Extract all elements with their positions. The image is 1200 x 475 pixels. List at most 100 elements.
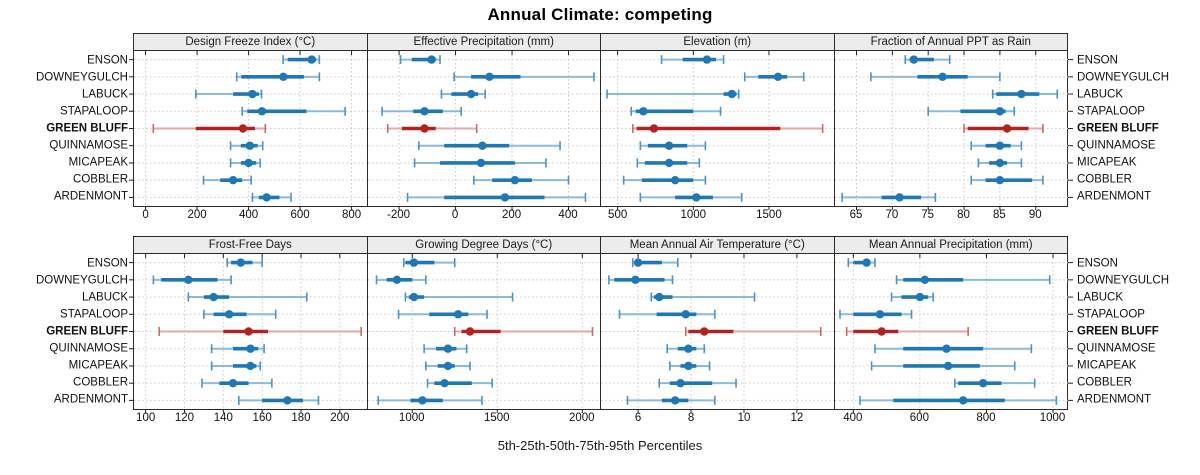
median-dot	[681, 310, 690, 319]
median-dot	[649, 124, 659, 133]
panel-x-axis: 400 600 800 1000	[834, 410, 1069, 429]
median-dot	[248, 89, 257, 99]
median-dot	[466, 89, 475, 99]
x-tick-label: 1500	[756, 209, 782, 221]
median-dot	[500, 193, 509, 202]
panel-plot-area	[366, 51, 601, 210]
site-label-quinnamose: QUINNAMOSE	[49, 139, 128, 152]
median-dot	[465, 327, 474, 336]
site-label-ardenmont: ARDENMONT	[53, 393, 128, 406]
site-label-quinnamose: QUINNAMOSE	[1077, 139, 1156, 152]
x-tick-label: 8	[687, 412, 695, 424]
median-dot	[238, 124, 248, 133]
x-tick-label: 140	[213, 412, 233, 424]
median-dot	[439, 378, 449, 388]
panel-title: Growing Degree Days (°C)	[366, 236, 601, 254]
x-tick-label: 1000	[1039, 412, 1066, 424]
site-label-quinnamose: QUINNAMOSE	[49, 342, 128, 355]
site-labels-left-top: ENSON DOWNEYGULCH LABUCK STAPALOOP GREEN BLU…	[0, 33, 134, 207]
site-label-labuck: LABUCK	[81, 291, 128, 304]
panel-x-axis: 1000 1500 2000	[367, 410, 602, 429]
site-labels-right-bottom: ENSON DOWNEYGULCH LABUCK STAPALOOP GREEN BLU…	[1068, 236, 1200, 410]
median-dot	[209, 292, 218, 302]
site-label-ardenmont: ARDENMONT	[1077, 190, 1152, 203]
panel-plot-area	[129, 51, 368, 210]
panel-effective-precipitation: Effective Precipitation (mm) -200 0 200 400	[366, 33, 601, 226]
site-label-green-bluff: GREEN BLUFF	[1077, 325, 1159, 338]
panel-canvas	[129, 254, 367, 413]
median-dot	[477, 141, 487, 150]
median-dot	[664, 158, 674, 168]
median-dot	[419, 107, 429, 116]
median-dot	[700, 327, 709, 336]
site-label-downeygulch: DOWNEYGULCH	[35, 273, 128, 286]
site-label-enson: ENSON	[87, 256, 128, 269]
x-tick-label: 6	[634, 412, 642, 424]
panel-canvas	[367, 51, 601, 210]
panel-plot-area	[833, 254, 1073, 413]
median-dot	[639, 107, 648, 116]
median-dot	[409, 258, 418, 267]
x-tick-label: 180	[291, 412, 311, 424]
x-tick-label: 400	[238, 209, 259, 221]
site-label-micapeak: MICAPEAK	[68, 156, 128, 169]
median-dot	[684, 344, 693, 353]
panel-title: Mean Annual Precipitation (mm)	[833, 236, 1068, 254]
site-label-micapeak: MICAPEAK	[68, 359, 128, 372]
panel-canvas	[834, 51, 1073, 210]
median-dot	[228, 378, 238, 388]
panel-title: Elevation (m)	[600, 33, 835, 51]
site-label-downeygulch: DOWNEYGULCH	[1077, 70, 1170, 83]
site-label-enson: ENSON	[87, 53, 128, 66]
median-dot	[484, 72, 494, 82]
site-label-green-bluff: GREEN BLUFF	[46, 122, 128, 135]
x-tick-label: 400	[843, 412, 863, 424]
x-tick-label: 2000	[568, 412, 595, 424]
x-tick-label: 500	[608, 209, 628, 221]
median-dot	[655, 292, 664, 302]
site-label-labuck: LABUCK	[1077, 291, 1124, 304]
median-dot	[392, 275, 401, 285]
median-dot	[995, 107, 1004, 116]
median-dot	[453, 310, 462, 319]
median-dot	[664, 141, 674, 150]
site-label-cobbler: COBBLER	[73, 376, 128, 389]
median-dot	[773, 72, 783, 82]
site-labels-left-bottom: ENSON DOWNEYGULCH LABUCK STAPALOOP GREEN BLU…	[0, 236, 134, 410]
median-dot	[244, 158, 253, 168]
panel-title: Design Freeze Index (°C)	[133, 33, 368, 51]
median-dot	[1016, 89, 1026, 99]
median-dot	[262, 193, 271, 202]
median-dot	[184, 275, 193, 285]
x-tick-label: 200	[501, 209, 522, 221]
site-label-green-bluff: GREEN BLUFF	[1077, 122, 1159, 135]
panel-canvas	[367, 254, 601, 413]
median-dot	[915, 292, 924, 302]
site-label-cobbler: COBBLER	[73, 173, 128, 186]
x-tick-label: 90	[1028, 209, 1042, 221]
site-label-enson: ENSON	[1077, 53, 1118, 66]
site-label-enson: ENSON	[1077, 256, 1118, 269]
site-label-micapeak: MICAPEAK	[1077, 359, 1137, 372]
site-label-stapaloop: STAPALOOP	[1077, 308, 1145, 321]
panel-title: Frost-Free Days	[133, 236, 368, 254]
x-tick-label: 65	[849, 209, 863, 221]
x-tick-label: 200	[187, 209, 207, 221]
panel-frost-free-days: Frost-Free Days 100 120 140 160 180 200	[129, 236, 368, 429]
panel-title: Fraction of Annual PPT as Rain	[833, 33, 1068, 51]
x-tick-label: 85	[992, 209, 1006, 221]
median-dot	[692, 193, 701, 202]
median-dot	[727, 89, 737, 99]
median-dot	[510, 175, 519, 185]
median-dot	[279, 72, 288, 82]
x-tick-label: 70	[885, 209, 899, 221]
median-dot	[670, 396, 680, 405]
median-dot	[1002, 124, 1011, 133]
median-dot	[937, 72, 947, 82]
median-dot	[244, 327, 253, 336]
x-tick-label: 800	[341, 209, 362, 221]
site-label-downeygulch: DOWNEYGULCH	[35, 70, 128, 83]
site-label-downeygulch: DOWNEYGULCH	[1077, 273, 1170, 286]
panel-x-axis: 100 120 140 160 180 200	[133, 410, 368, 429]
site-label-green-bluff: GREEN BLUFF	[46, 325, 128, 338]
